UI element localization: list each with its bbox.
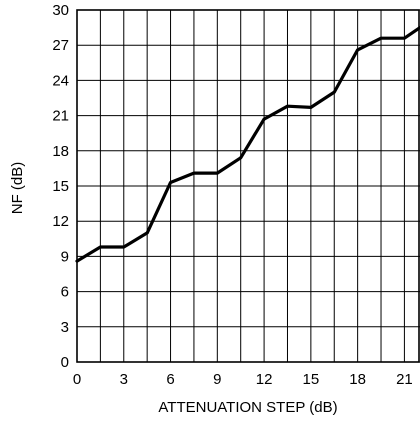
y-axis-label: NF (dB) <box>9 162 26 215</box>
grid <box>76 9 420 363</box>
x-tick-label: 9 <box>213 371 221 388</box>
x-tick-label: 3 <box>120 371 128 388</box>
y-tick-label: 9 <box>61 248 69 265</box>
plot-border <box>76 9 420 363</box>
x-axis-label: ATTENUATION STEP (dB) <box>158 399 337 416</box>
y-tick-label: 12 <box>52 213 69 230</box>
y-tick-label: 30 <box>52 2 69 19</box>
y-tick-label: 24 <box>52 72 69 89</box>
y-tick-labels: 0 3 6 9 12 15 18 21 24 27 30 <box>52 2 69 371</box>
y-tick-label: 3 <box>61 319 69 336</box>
x-tick-labels: 0 3 6 9 12 15 18 21 <box>73 371 413 388</box>
plot-area <box>76 9 420 363</box>
x-tick-label: 15 <box>303 371 320 388</box>
y-tick-label: 0 <box>61 354 69 371</box>
y-tick-label: 6 <box>61 284 69 301</box>
x-tick-label: 0 <box>73 371 81 388</box>
y-tick-label: 15 <box>52 178 69 195</box>
y-tick-label: 18 <box>52 143 69 160</box>
x-tick-label: 21 <box>396 371 413 388</box>
x-tick-label: 6 <box>166 371 174 388</box>
y-tick-label: 27 <box>52 37 69 54</box>
x-tick-label: 12 <box>256 371 273 388</box>
y-tick-label: 21 <box>52 108 69 125</box>
series-group <box>75 26 420 263</box>
x-tick-label: 18 <box>349 371 366 388</box>
series-line-0 <box>75 26 420 263</box>
